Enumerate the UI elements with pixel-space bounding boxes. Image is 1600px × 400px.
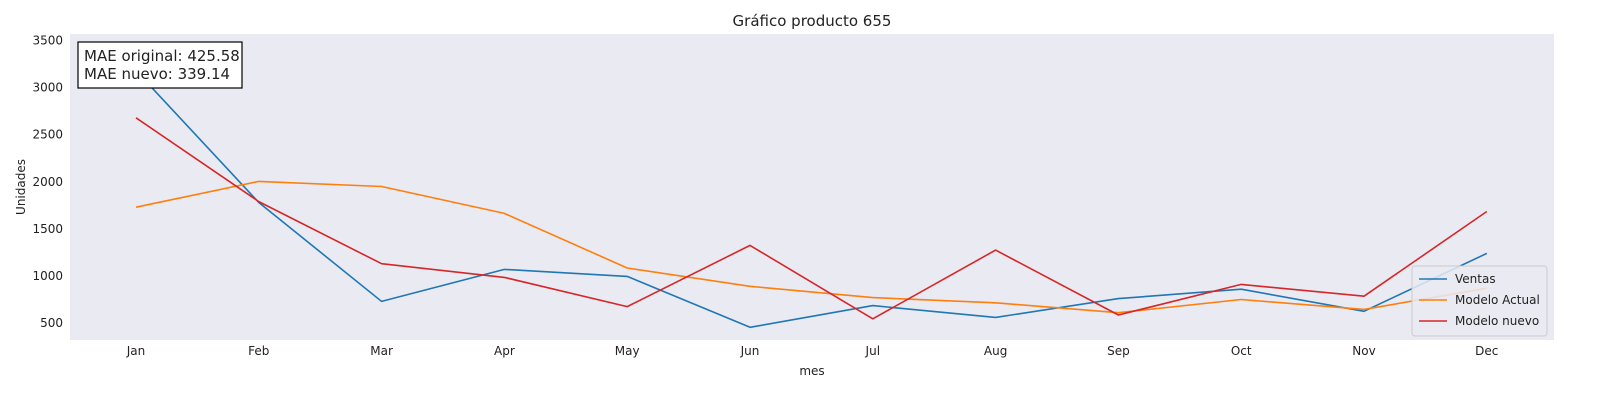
x-tick-label: Jun	[740, 344, 760, 358]
legend-label: Ventas	[1455, 272, 1496, 286]
y-tick-label: 3500	[32, 34, 63, 48]
y-tick-label: 2500	[32, 128, 63, 142]
x-tick-label: May	[615, 344, 640, 358]
x-tick-label: Nov	[1352, 344, 1375, 358]
chart-title: Gráfico producto 655	[733, 12, 892, 30]
x-tick-label: Oct	[1231, 344, 1252, 358]
legend-label: Modelo nuevo	[1455, 314, 1539, 328]
y-axis-label: Unidades	[14, 159, 28, 215]
legend-label: Modelo Actual	[1455, 293, 1540, 307]
mae-nuevo-text: MAE nuevo: 339.14	[84, 65, 230, 83]
legend-frame	[1411, 265, 1548, 337]
x-axis-label: mes	[799, 364, 824, 378]
y-tick-label: 3000	[32, 81, 63, 95]
y-tick-label: 1000	[32, 269, 63, 283]
plot-background	[70, 34, 1554, 340]
chart-legend: Ventas Modelo Actual Modelo nuevo	[1411, 265, 1548, 337]
series-line-modelo-nuevo	[135, 117, 1488, 320]
x-tick-labels: Jan Feb Mar Apr May Jun Jul Aug Sep Oct Nov Dec	[126, 344, 1499, 358]
x-tick-label: Sep	[1107, 344, 1130, 358]
x-tick-label: Dec	[1475, 344, 1498, 358]
mae-original-text: MAE original: 425.58	[84, 47, 240, 65]
x-tick-label: Apr	[494, 344, 515, 358]
series-line-modelo-actual	[135, 180, 1487, 314]
y-tick-label: 500	[40, 316, 63, 330]
mae-annotation-box: MAE original: 425.58 MAE nuevo: 339.14	[77, 41, 243, 89]
y-tick-label: 2000	[32, 175, 63, 189]
x-tick-label: Aug	[984, 344, 1007, 358]
x-tick-label: Jul	[865, 344, 880, 358]
y-tick-labels: 500 1000 1500 2000 2500 3000 3500	[32, 34, 63, 330]
x-tick-label: Mar	[370, 344, 393, 358]
x-tick-label: Jan	[126, 344, 146, 358]
y-tick-label: 1500	[32, 222, 63, 236]
x-tick-label: Feb	[248, 344, 269, 358]
series-line-ventas	[135, 70, 1488, 329]
series-lines	[135, 70, 1488, 329]
